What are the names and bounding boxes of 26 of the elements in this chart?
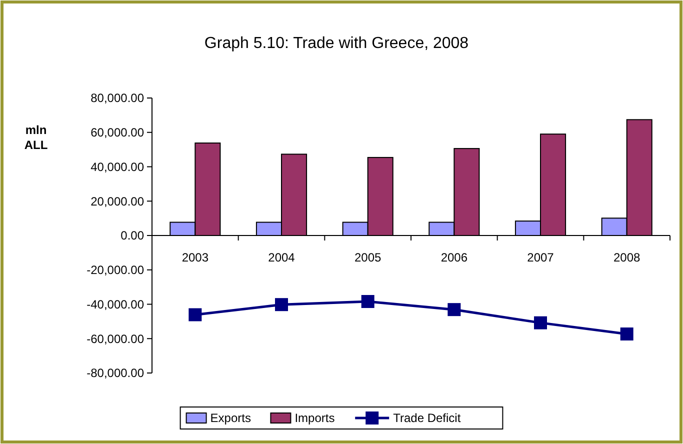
y-tick-label: 0.00	[120, 228, 144, 243]
y-tick-label: -60,000.00	[86, 332, 144, 346]
point	[448, 303, 461, 316]
legend-label: Imports	[294, 411, 335, 426]
y-axis-title: mln ALL	[24, 123, 48, 152]
x-tick-label: 2007	[527, 250, 554, 264]
x-tick-label: 2003	[182, 250, 209, 264]
legend-label: Exports	[210, 411, 251, 426]
point	[188, 308, 202, 322]
y-tick-label: 20,000.00	[90, 194, 144, 208]
point	[620, 327, 634, 340]
x-tick-label: 2004	[268, 250, 296, 264]
legend-label: Trade Deficit	[393, 411, 462, 426]
point	[534, 316, 547, 330]
chart-title: Graph 5.10: Trade with Greece, 2008	[204, 35, 469, 52]
y-tick-label: -20,000.00	[86, 263, 144, 278]
y-tick-label: -40,000.00	[86, 297, 144, 312]
point	[361, 295, 374, 308]
y-tick-label: 80,000.00	[90, 91, 144, 106]
y-tick-label: 40,000.00	[90, 160, 144, 174]
x-tick-label: 2006	[440, 250, 468, 264]
x-tick-label: 2008	[613, 250, 641, 264]
x-tick-label: 2005	[354, 250, 382, 264]
point	[275, 298, 288, 312]
y-tick-label: 60,000.00	[90, 126, 144, 140]
y-tick-label: -80,000.00	[86, 366, 144, 380]
